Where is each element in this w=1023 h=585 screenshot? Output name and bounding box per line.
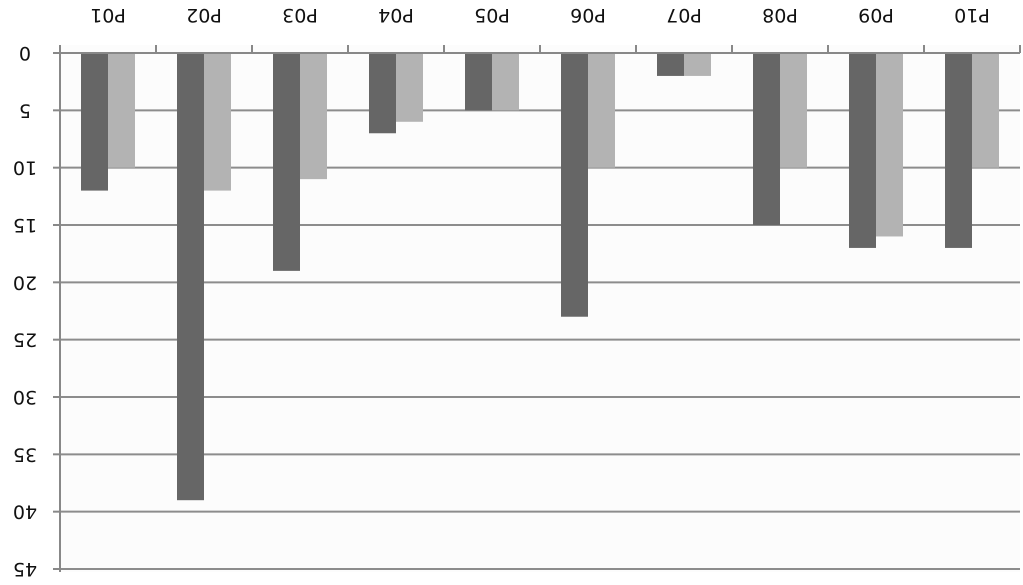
bar <box>273 53 300 271</box>
y-tick-label: 25 <box>13 329 37 351</box>
bar <box>369 53 396 134</box>
y-tick-label: 30 <box>13 386 37 408</box>
x-tick-label: P07 <box>666 4 702 26</box>
bar <box>972 53 999 168</box>
y-tick-label: 45 <box>13 558 37 580</box>
bar <box>780 53 807 168</box>
bars <box>81 53 999 501</box>
x-tick-label: P06 <box>570 4 606 26</box>
bar <box>684 53 711 76</box>
bar <box>945 53 972 248</box>
axes <box>53 45 1021 572</box>
bar <box>588 53 615 168</box>
x-tick-label: P05 <box>474 4 510 26</box>
bar <box>492 53 519 111</box>
y-tick-label: 35 <box>13 443 37 465</box>
y-tick-label: 20 <box>13 271 37 293</box>
x-tick-labels: P01 P02 P03 P04 P05 P06 P07 P08 P09 P10 <box>90 4 990 26</box>
bar <box>561 53 588 317</box>
x-tick-label: P04 <box>378 4 414 26</box>
bar <box>657 53 684 76</box>
y-tick-labels: 0 5 10 15 20 25 30 35 40 45 <box>13 42 37 580</box>
bar <box>108 53 135 168</box>
x-tick-label: P02 <box>186 4 222 26</box>
bar <box>876 53 903 237</box>
bar <box>849 53 876 248</box>
bar <box>177 53 204 501</box>
x-tick-label: P10 <box>954 4 990 26</box>
x-tick-label: P08 <box>762 4 798 26</box>
y-tick-label: 5 <box>19 99 31 121</box>
y-tick-label: 0 <box>19 42 31 64</box>
y-tick-label: 40 <box>13 501 37 523</box>
y-tick-label: 10 <box>13 157 37 179</box>
x-tick-label: P01 <box>90 4 126 26</box>
bar <box>204 53 231 191</box>
bar <box>396 53 423 122</box>
x-tick-label: P09 <box>858 4 894 26</box>
bar <box>465 53 492 111</box>
bar <box>81 53 108 191</box>
x-tick-label: P03 <box>282 4 318 26</box>
y-tick-label: 15 <box>13 214 37 236</box>
bar <box>300 53 327 180</box>
bar <box>753 53 780 225</box>
